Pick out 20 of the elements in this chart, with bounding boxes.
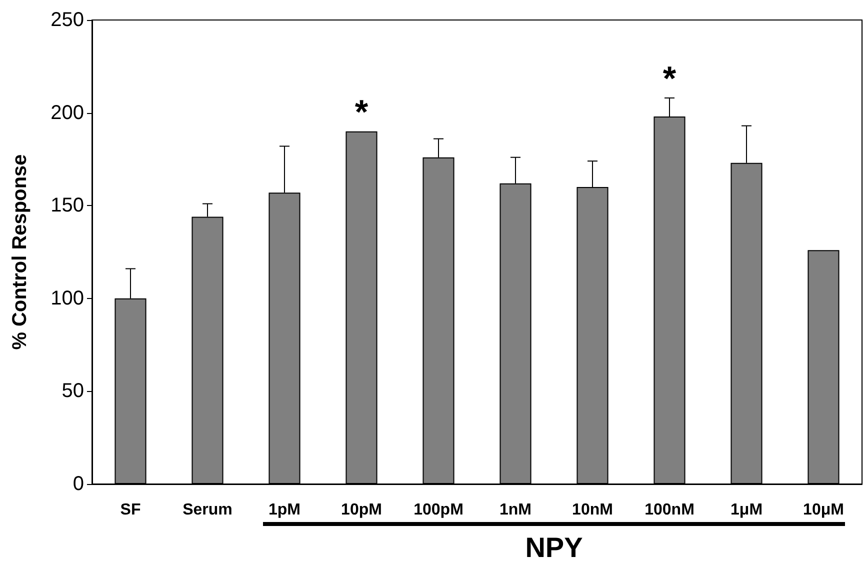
y-tick-label: 200 — [50, 102, 84, 124]
x-tick-label: 1μM — [730, 502, 763, 518]
x-tick-label: 1pM — [268, 502, 300, 518]
annotation: * — [662, 60, 677, 98]
y-tick-label: 250 — [50, 9, 84, 31]
x-tick-label: 1nM — [500, 502, 532, 518]
y-axis-title: % Control Response — [9, 154, 31, 350]
y-tick-label: 150 — [50, 194, 84, 217]
x-tick-label: 10nM — [572, 502, 613, 518]
y-tick-label: 100 — [50, 287, 84, 310]
x-tick-label: 100pM — [414, 502, 464, 518]
annotation: * — [354, 93, 369, 132]
x-tick-label: SF — [120, 502, 141, 518]
y-tick-label: 50 — [62, 380, 84, 402]
x-tick-label: 10μM — [803, 502, 844, 518]
x-tick-label: 100nM — [644, 502, 694, 518]
x-tick-label: Serum — [182, 502, 232, 518]
x-tick-label: 10pM — [341, 502, 382, 518]
text: NPY — [525, 532, 583, 564]
y-tick-label: 0 — [72, 473, 84, 495]
